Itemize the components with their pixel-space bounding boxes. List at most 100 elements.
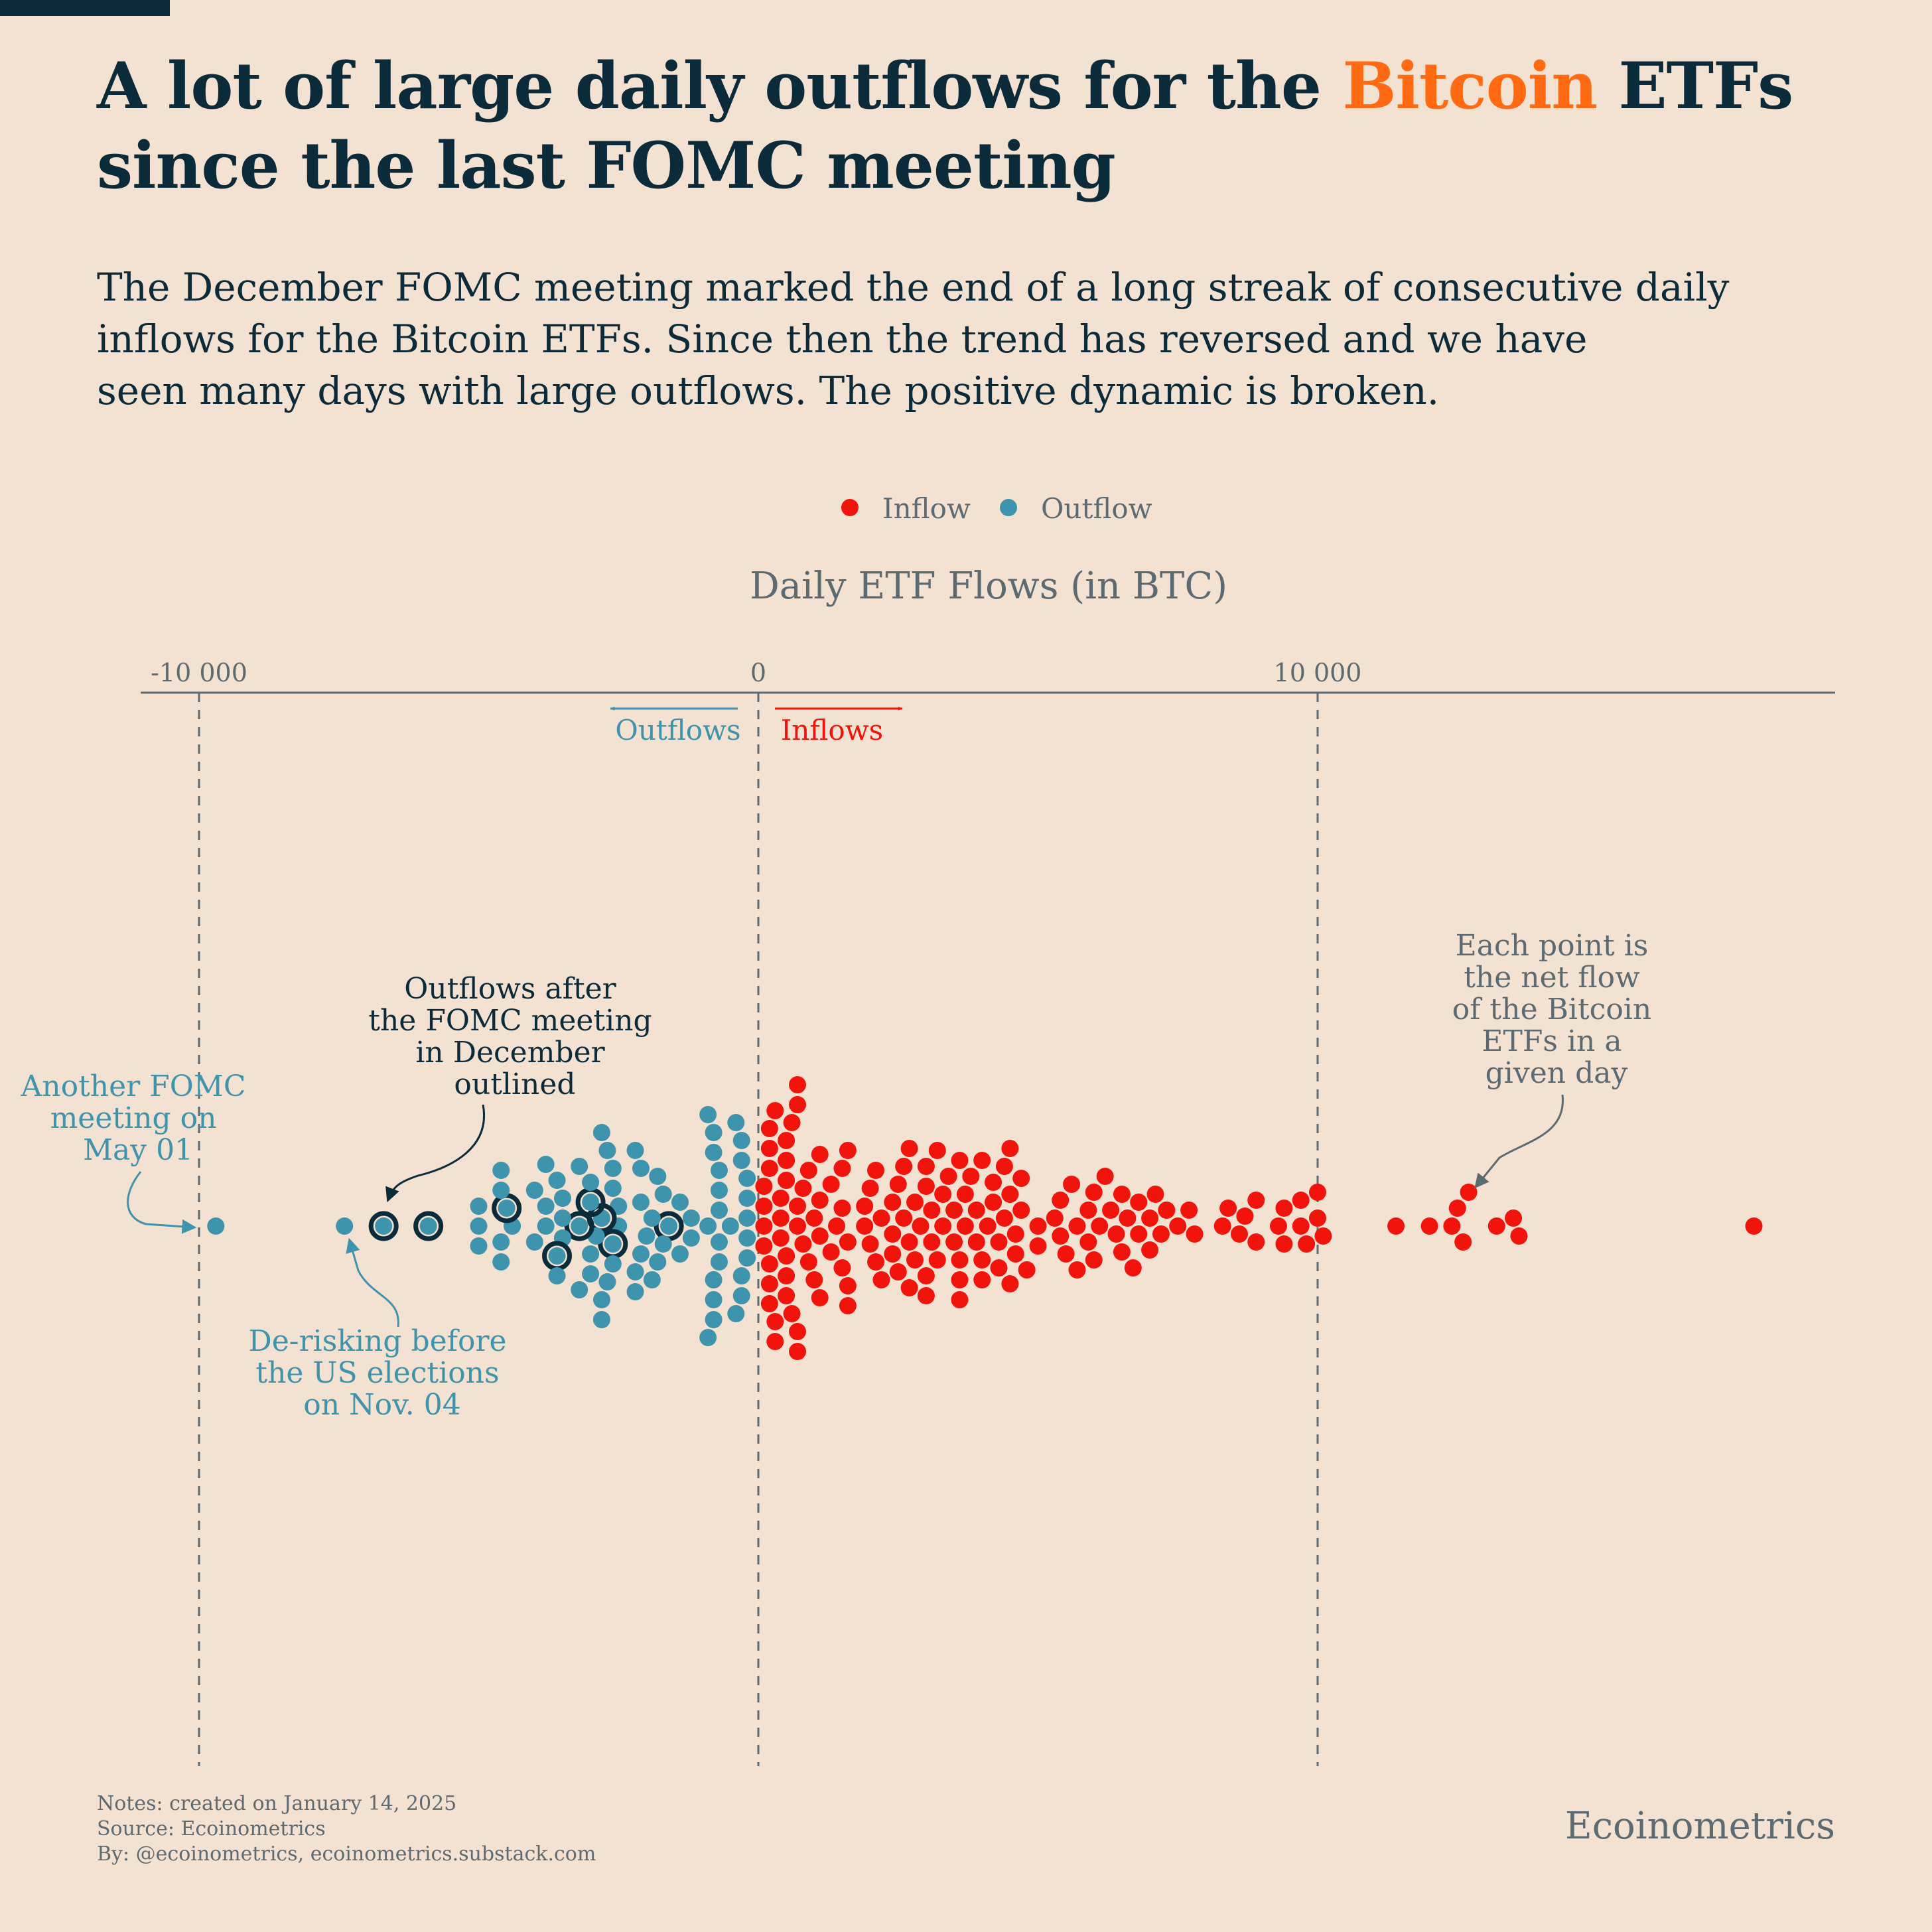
inflow-point: [889, 1263, 907, 1280]
inflow-point: [1018, 1261, 1036, 1278]
inflow-point: [789, 1198, 807, 1215]
inflow-point: [1130, 1194, 1148, 1211]
outflow-point: [525, 1233, 543, 1251]
outflow-point: [336, 1217, 354, 1235]
outflow-point: [738, 1190, 756, 1207]
inflow-point: [973, 1271, 991, 1288]
inflow-point: [822, 1176, 840, 1193]
annotation-december-fomc-arrow: [385, 1104, 485, 1203]
annotation-point-explainer-text: Each point is the net flow of the Bitcoi…: [1452, 929, 1661, 1090]
outflow-point: [492, 1233, 510, 1251]
outflow-point: [705, 1311, 723, 1328]
inflow-point: [1102, 1202, 1120, 1219]
outflow-point: [654, 1235, 672, 1253]
inflow-point: [1152, 1225, 1170, 1243]
inflow-point: [833, 1259, 851, 1276]
inflow-point: [1487, 1217, 1505, 1235]
outflow-point: [626, 1263, 644, 1280]
inflow-point: [789, 1323, 807, 1340]
inflow-point: [973, 1152, 991, 1169]
inflow-point: [839, 1233, 857, 1251]
outflow-point: [732, 1132, 750, 1149]
inflow-point: [967, 1202, 985, 1219]
inflow-point: [895, 1158, 913, 1175]
inflow-point: [1079, 1233, 1097, 1251]
inflow-point: [934, 1186, 952, 1203]
inflow-point: [1141, 1241, 1159, 1259]
inflow-point: [1443, 1217, 1461, 1235]
inflow-point: [1309, 1209, 1326, 1227]
outflow-point: [671, 1245, 689, 1263]
outflow-point: [548, 1172, 566, 1189]
inflow-point: [917, 1287, 935, 1304]
chart-subtitle: The December FOMC meeting marked the end…: [97, 261, 1822, 417]
inflow-point: [889, 1176, 907, 1193]
annotation-may-fomc-text: Another FOMC meeting on May 01: [20, 1070, 255, 1167]
inflow-point: [1141, 1209, 1159, 1227]
inflow-point: [789, 1343, 807, 1360]
inflow-point: [811, 1227, 829, 1245]
inflow-point: [1219, 1200, 1237, 1217]
annotation-us-elections-arrow: [346, 1237, 399, 1328]
inflow-point: [900, 1279, 918, 1296]
inflow-point: [945, 1233, 963, 1251]
inflow-point: [1460, 1184, 1478, 1201]
outflow-point: [705, 1291, 723, 1308]
inflow-point: [895, 1209, 913, 1227]
top-accent-bar: [0, 0, 170, 16]
inflow-point: [766, 1313, 784, 1330]
inflow-point: [1292, 1192, 1310, 1209]
legend-outflow-label: Outflow: [1041, 492, 1152, 525]
outflow-point: [699, 1106, 717, 1123]
inflow-point: [1298, 1235, 1316, 1253]
inflow-point: [990, 1233, 1008, 1251]
legend-inflow-marker: [841, 499, 859, 516]
inflow-point: [833, 1160, 851, 1177]
outflow-point: [710, 1182, 728, 1199]
outflow-point: [598, 1273, 616, 1290]
inflow-point: [861, 1235, 879, 1253]
outflow-point: [632, 1194, 650, 1211]
annotation-point-explainer: Each point is the net flow of the Bitcoi…: [1452, 929, 1661, 1189]
inflow-point: [856, 1198, 874, 1215]
outflow-point: [592, 1124, 610, 1141]
inflow-point: [789, 1076, 807, 1093]
inflow-point: [923, 1233, 941, 1251]
outflow-point: [582, 1174, 600, 1191]
outflow-point: [738, 1209, 756, 1227]
inflow-point: [979, 1217, 997, 1235]
outflow-point: [732, 1152, 750, 1169]
annotation-may-fomc-arrow: [127, 1171, 197, 1234]
outflow-point: [626, 1283, 644, 1300]
inflow-point: [951, 1291, 969, 1308]
outflow-point: [738, 1170, 756, 1187]
december-fomc-outline-ring: [413, 1211, 444, 1241]
inflow-point: [917, 1178, 935, 1195]
outflow-point: [682, 1209, 700, 1227]
inflow-point: [900, 1233, 918, 1251]
inflow-point: [778, 1267, 795, 1284]
outflow-point: [537, 1217, 555, 1235]
inflow-point: [789, 1217, 807, 1235]
outflow-point: [553, 1190, 571, 1207]
inflow-point: [1213, 1217, 1231, 1235]
chart-title: A lot of large daily outflows for the Bi…: [97, 46, 1915, 206]
data-points: [207, 1076, 1763, 1360]
inflow-point: [945, 1202, 963, 1219]
outflow-point: [638, 1227, 656, 1245]
inflow-point: [884, 1194, 902, 1211]
inflow-point: [939, 1168, 957, 1185]
inflow-point: [867, 1162, 885, 1179]
inflow-point: [760, 1140, 778, 1157]
inflow-point: [1236, 1208, 1254, 1225]
inflow-point: [833, 1200, 851, 1217]
outflow-point: [207, 1217, 225, 1235]
outflow-point: [571, 1281, 588, 1298]
inflow-point: [783, 1305, 801, 1322]
outflow-point: [553, 1209, 571, 1227]
outflow-point: [598, 1142, 616, 1159]
inflow-point: [962, 1168, 980, 1185]
outflow-point: [705, 1124, 723, 1141]
x-tick-label: 10 000: [1274, 658, 1362, 687]
outflow-point: [571, 1217, 588, 1235]
